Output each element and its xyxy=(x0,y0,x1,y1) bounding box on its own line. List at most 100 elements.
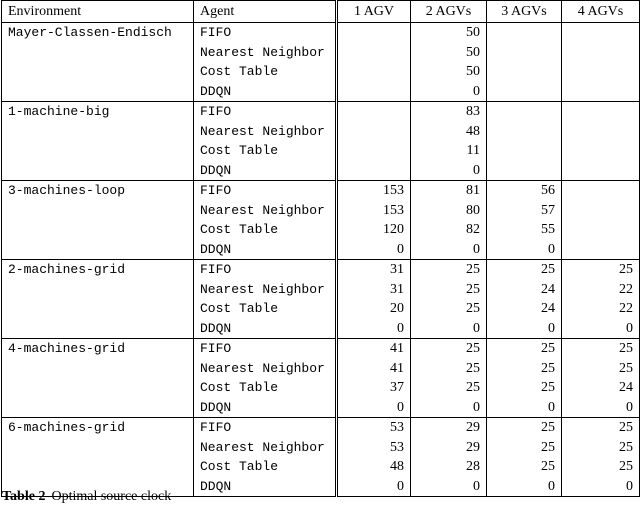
table-row: DDQN 0 xyxy=(1,160,640,181)
value-cell: 0 xyxy=(486,239,562,260)
value-cell: 0 xyxy=(410,476,487,497)
value-cell: 25 xyxy=(486,457,562,477)
caption: Table 2 Optimal source clock xyxy=(2,489,171,505)
table-row: DDQN 0 0 0 0 xyxy=(1,397,640,418)
empty-cell xyxy=(335,42,411,62)
agent-cell: Nearest Neighbor xyxy=(193,121,337,141)
empty-cell xyxy=(1,220,194,240)
agent-cell: Nearest Neighbor xyxy=(193,200,337,220)
empty-cell xyxy=(1,476,194,497)
table-row: Cost Table 11 xyxy=(1,141,640,161)
value-cell: 41 xyxy=(335,358,411,378)
table-row: 2-machines-grid FIFO 31 25 25 25 xyxy=(1,259,640,280)
column-header: Agent xyxy=(193,0,337,23)
value-cell: 24 xyxy=(486,279,562,299)
empty-cell xyxy=(335,22,411,43)
table-row: 1-machine-big FIFO 83 xyxy=(1,101,640,122)
value-cell: 0 xyxy=(335,318,411,339)
value-cell: 53 xyxy=(335,417,411,438)
empty-cell xyxy=(335,141,411,161)
empty-cell xyxy=(561,200,640,220)
value-cell: 56 xyxy=(486,180,562,201)
empty-cell xyxy=(335,81,411,102)
empty-cell xyxy=(1,397,194,418)
column-header: 2 AGVs xyxy=(410,0,487,23)
value-cell: 57 xyxy=(486,200,562,220)
column-header: Environment xyxy=(1,0,194,23)
value-cell: 31 xyxy=(335,259,411,280)
empty-cell xyxy=(561,62,640,82)
caption-label: Table 2 xyxy=(2,489,46,504)
value-cell: 24 xyxy=(561,378,640,398)
value-cell: 25 xyxy=(561,417,640,438)
value-cell: 25 xyxy=(486,259,562,280)
header-row: Environment Agent 1 AGV 2 AGVs 3 AGVs 4 AGVs xyxy=(1,0,640,23)
column-header: 4 AGVs xyxy=(561,0,640,23)
column-header: 3 AGVs xyxy=(486,0,562,23)
empty-cell xyxy=(1,200,194,220)
agent-cell: FIFO xyxy=(193,417,337,438)
value-cell: 0 xyxy=(486,476,562,497)
value-cell: 53 xyxy=(335,437,411,457)
value-cell: 0 xyxy=(561,476,640,497)
value-cell: 0 xyxy=(335,239,411,260)
value-cell: 29 xyxy=(410,437,487,457)
column-header: 1 AGV xyxy=(335,0,411,23)
empty-cell xyxy=(561,22,640,43)
empty-cell xyxy=(561,121,640,141)
value-cell: 25 xyxy=(561,259,640,280)
table-row: Cost Table 48 28 25 25 xyxy=(1,457,640,477)
value-cell: 25 xyxy=(486,338,562,359)
table-row: Nearest Neighbor 153 80 57 xyxy=(1,200,640,220)
value-cell: 0 xyxy=(410,81,487,102)
table-header: Environment Agent 1 AGV 2 AGVs 3 AGVs 4 AGVs xyxy=(1,0,640,23)
empty-cell xyxy=(486,160,562,181)
value-cell: 25 xyxy=(561,358,640,378)
environment-cell: 3-machines-loop xyxy=(1,180,194,201)
table-row: DDQN 0 0 0 xyxy=(1,239,640,260)
agent-cell: Cost Table xyxy=(193,457,337,477)
table-row: DDQN 0 0 0 0 xyxy=(1,318,640,339)
table-row: Nearest Neighbor 50 xyxy=(1,42,640,62)
value-cell: 25 xyxy=(410,338,487,359)
value-cell: 22 xyxy=(561,279,640,299)
agent-cell: Nearest Neighbor xyxy=(193,358,337,378)
agent-cell: Cost Table xyxy=(193,378,337,398)
empty-cell xyxy=(561,42,640,62)
value-cell: 50 xyxy=(410,42,487,62)
agent-cell: DDQN xyxy=(193,476,337,497)
caption-text: Optimal source clock xyxy=(51,489,172,504)
empty-cell xyxy=(486,42,562,62)
empty-cell xyxy=(1,141,194,161)
empty-cell xyxy=(1,358,194,378)
agent-cell: Cost Table xyxy=(193,62,337,82)
agent-cell: Cost Table xyxy=(193,141,337,161)
empty-cell xyxy=(561,160,640,181)
value-cell: 0 xyxy=(486,397,562,418)
table-row: Cost Table 120 82 55 xyxy=(1,220,640,240)
value-cell: 25 xyxy=(486,378,562,398)
agent-cell: DDQN xyxy=(193,81,337,102)
agent-cell: FIFO xyxy=(193,259,337,280)
value-cell: 82 xyxy=(410,220,487,240)
empty-cell xyxy=(1,121,194,141)
agent-cell: FIFO xyxy=(193,180,337,201)
value-cell: 22 xyxy=(561,299,640,319)
table-row: Nearest Neighbor 48 xyxy=(1,121,640,141)
value-cell: 0 xyxy=(410,160,487,181)
value-cell: 0 xyxy=(410,397,487,418)
empty-cell xyxy=(1,239,194,260)
value-cell: 25 xyxy=(486,358,562,378)
value-cell: 48 xyxy=(335,457,411,477)
value-cell: 31 xyxy=(335,279,411,299)
value-cell: 37 xyxy=(335,378,411,398)
value-cell: 25 xyxy=(486,417,562,438)
empty-cell xyxy=(561,180,640,201)
value-cell: 153 xyxy=(335,180,411,201)
value-cell: 25 xyxy=(410,279,487,299)
empty-cell xyxy=(486,141,562,161)
empty-cell xyxy=(1,299,194,319)
empty-cell xyxy=(1,437,194,457)
empty-cell xyxy=(561,220,640,240)
